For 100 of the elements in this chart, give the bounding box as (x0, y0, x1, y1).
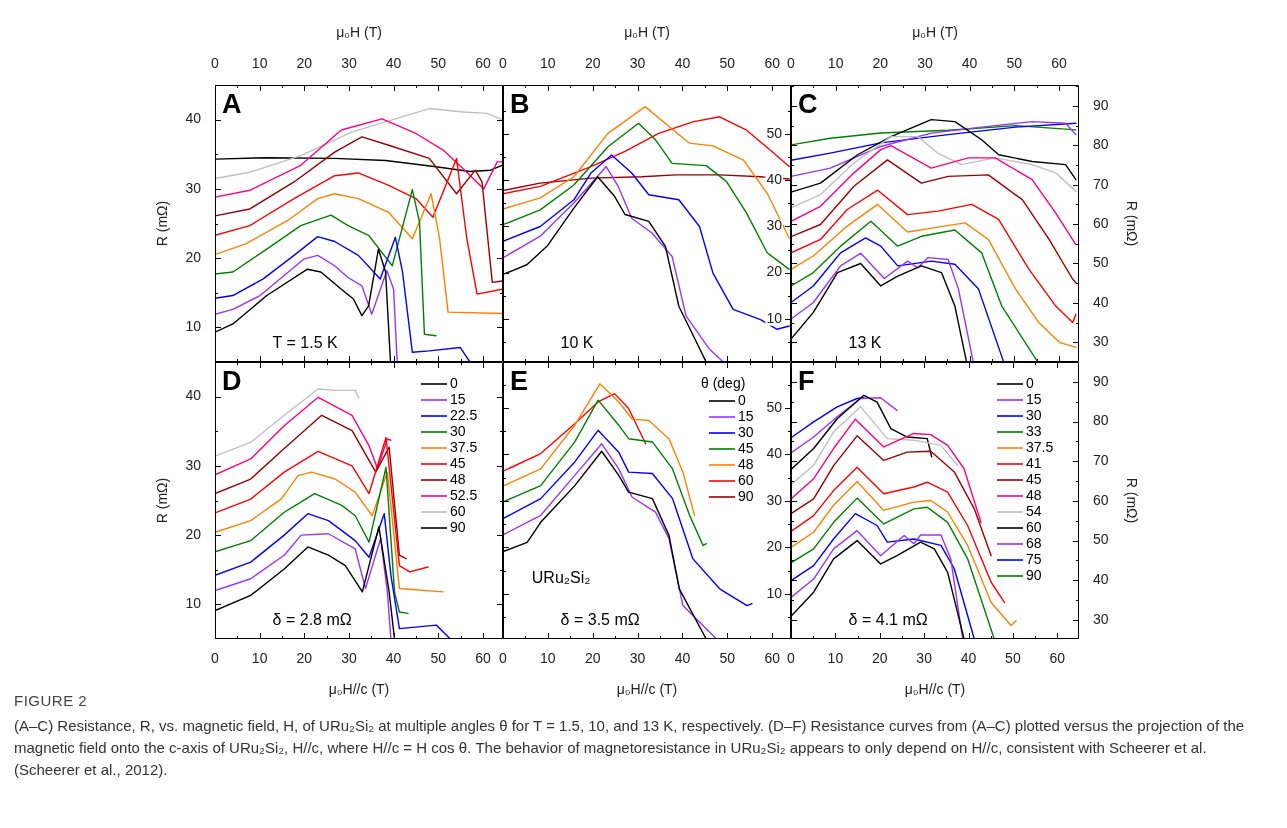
x-tick-label: 60 (764, 55, 781, 72)
x-tick-label: 0 (787, 55, 796, 72)
legend-label: 37.5 (1026, 438, 1054, 455)
y2-tick-label: 40 (1093, 571, 1109, 588)
x-tick-label: 60 (475, 650, 491, 667)
annotation: δ = 4.1 mΩ (848, 611, 928, 628)
legend-label: 41 (1026, 454, 1042, 471)
x-axis-title: μ₀H (T) (912, 24, 958, 41)
y2-tick-label: 10 (766, 584, 783, 601)
x-axis-title: μ₀H//c (T) (904, 681, 966, 698)
x-tick-label: 30 (629, 55, 646, 72)
x-tick-label: 20 (296, 650, 313, 667)
text: FIGURE 2 (14, 692, 88, 709)
x-tick-label: 10 (540, 650, 556, 667)
annotation: δ = 3.5 mΩ (560, 611, 640, 628)
x-tick-label: 30 (916, 650, 933, 667)
y-tick-label: 40 (185, 110, 202, 127)
annotation: URu₂Si₂ (531, 569, 591, 586)
y2-tick-label: 20 (766, 263, 783, 280)
legend-label: 75 (1026, 550, 1042, 567)
y2-tick-label: 90 (1093, 96, 1109, 113)
legend-label: 52.5 (450, 486, 478, 503)
y-tick-label: 20 (185, 248, 202, 265)
y2-tick-label: 60 (1093, 214, 1109, 231)
legend-label: 54 (1026, 502, 1042, 519)
y-tick-label: 10 (185, 595, 202, 612)
legend-label: 48 (1026, 486, 1042, 503)
legend-label: 45 (450, 454, 466, 471)
x-tick-label: 10 (540, 55, 556, 72)
x-tick-label: 60 (1051, 55, 1067, 72)
x-tick-label: 50 (430, 650, 447, 667)
x-axis-title: μ₀H (T) (336, 24, 382, 41)
x-tick-label: 30 (341, 55, 357, 72)
x-tick-label: 30 (341, 650, 357, 667)
x-tick-label: 50 (430, 55, 447, 72)
chart-title: F (798, 365, 815, 396)
x-tick-label: 30 (629, 650, 646, 667)
x-tick-label: 60 (1049, 650, 1066, 667)
x-tick-label: 0 (499, 650, 508, 667)
x-axis-title: μ₀H//c (T) (616, 681, 678, 698)
legend-label: 15 (738, 407, 754, 424)
legend-label: 33 (1026, 422, 1042, 439)
y2-tick-label: 80 (1093, 136, 1109, 153)
x-tick-label: 60 (475, 55, 491, 72)
y2-tick-label: 10 (766, 309, 783, 326)
y2-tick-label: 70 (1093, 452, 1109, 469)
x-tick-label: 50 (719, 650, 736, 667)
y2-tick-label: 90 (1093, 372, 1109, 389)
x-tick-label: 40 (960, 650, 977, 667)
legend-label: 22.5 (450, 406, 478, 423)
legend-label: 30 (1026, 406, 1042, 423)
y2-tick-label: 70 (1093, 175, 1109, 192)
legend-label: 15 (1026, 390, 1042, 407)
legend-label: 68 (1026, 534, 1042, 551)
y2-tick-label: 50 (1093, 531, 1109, 548)
x-tick-label: 10 (251, 55, 268, 72)
x-tick-label: 20 (296, 55, 313, 72)
legend-label: 48 (738, 455, 754, 472)
chart-title: A (222, 88, 242, 119)
y2-tick-label: 80 (1093, 412, 1109, 429)
y2-tick-label: 50 (766, 125, 783, 142)
annotation: 13 K (848, 334, 882, 351)
y2-tick-label: 30 (1093, 333, 1109, 350)
x-tick-label: 40 (674, 55, 691, 72)
x-tick-label: 40 (674, 650, 691, 667)
x-tick-label: 0 (211, 650, 220, 667)
x-tick-label: 50 (1005, 650, 1021, 667)
y2-tick-label: 40 (766, 445, 783, 462)
y2-tick-label: 40 (766, 171, 783, 188)
y2-axis-title: R (mΩ) (1123, 477, 1140, 524)
y2-tick-label: 20 (766, 538, 783, 555)
x-tick-label: 40 (385, 650, 402, 667)
legend-label: 30 (450, 422, 466, 439)
y2-tick-label: 30 (766, 217, 783, 234)
legend-label: 60 (450, 502, 466, 519)
y2-tick-label: 50 (1093, 254, 1109, 271)
x-tick-label: 0 (211, 55, 220, 72)
legend-label: 37.5 (450, 438, 478, 455)
legend-label: 15 (450, 390, 466, 407)
y2-tick-label: 30 (1093, 610, 1109, 627)
x-tick-label: 20 (584, 55, 601, 72)
x-tick-label: 10 (827, 650, 844, 667)
x-tick-label: 50 (719, 55, 736, 72)
y-tick-label: 20 (185, 525, 202, 542)
legend-label: 90 (738, 487, 754, 504)
x-tick-label: 20 (584, 650, 601, 667)
x-tick-label: 60 (764, 650, 781, 667)
text: (A–C) Resistance, R, vs. magnetic field, H, of URu₂Si₂ at multiple angles θ for T = 1.5, 10, and 13 K, respectively. (D–F) Resistance curves from (A–C) plotted versus the projection of the magnetic field onto the c-axis of URu₂Si₂, H//c, where H//c = H cos θ. The behavior of magnetoresistance in URu₂Si₂ appears to only depend on H//c, consistent with Scheerer et al. (Scheerer et al., 2012). (14, 716, 1246, 780)
x-tick-label: 10 (827, 55, 844, 72)
legend-label: 60 (738, 471, 754, 488)
legend-label: 90 (1026, 566, 1042, 583)
x-tick-label: 0 (499, 55, 508, 72)
y-tick-label: 30 (185, 456, 202, 473)
x-tick-label: 30 (917, 55, 933, 72)
y2-tick-label: 50 (766, 398, 783, 415)
legend-label: 0 (738, 391, 746, 408)
annotation: 10 K (560, 334, 594, 351)
legend-label: 45 (1026, 470, 1042, 487)
y2-tick-label: 30 (766, 491, 783, 508)
y2-tick-label: 60 (1093, 491, 1109, 508)
